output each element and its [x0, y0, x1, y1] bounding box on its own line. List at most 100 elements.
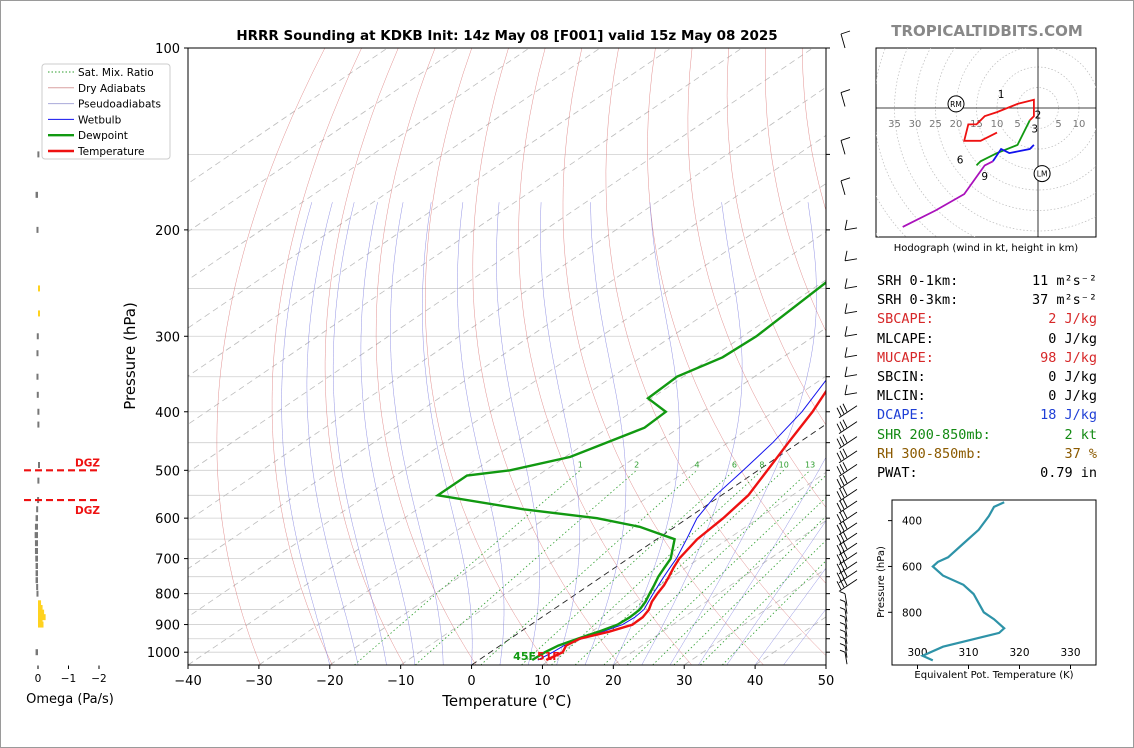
barb-shaft: [840, 92, 846, 107]
barb-flag: [839, 511, 845, 521]
mixing-ratio-line: [551, 470, 763, 665]
barb-flag: [842, 474, 848, 484]
omega-bar: [37, 421, 40, 428]
stat-label: DCAPE:: [877, 407, 926, 424]
mixing-ratio-line: [354, 469, 581, 665]
mixing-ratio-label: 10: [779, 460, 789, 469]
moist-adiabat: [496, 202, 540, 665]
wind-barb: [840, 177, 851, 195]
hodograph-frame: [875, 47, 1097, 238]
moist-adiabat: [754, 567, 826, 665]
theta-e-x-tick-label: 320: [1009, 647, 1029, 659]
hodograph-ring-label: 5: [1014, 119, 1020, 130]
wind-barb: [836, 509, 858, 525]
stat-label: SBCIN:: [877, 369, 926, 385]
wind-barb: [844, 219, 858, 231]
stat-value: 2 kt: [1064, 426, 1097, 443]
barb-flag: [836, 423, 842, 432]
dry-adiabat: [1096, 48, 1134, 665]
barb-flag: [839, 421, 845, 430]
barb-shaft: [844, 631, 848, 644]
stat-value: 0 J/kg: [1048, 388, 1097, 405]
y-axis-label: Pressure (hPa): [121, 302, 139, 410]
barb-flag: [844, 278, 848, 289]
wind-barb: [839, 636, 848, 651]
wind-barb: [844, 384, 858, 396]
x-tick-label: 50: [818, 674, 835, 689]
mixing-ratio-label: 13: [805, 460, 815, 469]
barb-shaft: [838, 522, 858, 536]
dry-adiabat: [216, 48, 326, 665]
chart-title: HRRR Sounding at KDKB Init: 14z May 08 […: [236, 28, 777, 44]
barb-flag: [836, 554, 842, 563]
barb-flag: [842, 577, 848, 586]
barb-shaft: [844, 593, 848, 606]
dry-adiabat: [605, 48, 826, 657]
wind-barb: [839, 591, 848, 606]
storm-motion-label: RM: [950, 100, 962, 109]
dry-adiabat: [271, 48, 362, 665]
y-tick-label: 700: [155, 553, 180, 568]
barb-flag: [839, 522, 845, 532]
barb-flag: [842, 419, 848, 428]
barb-flag: [842, 462, 848, 471]
isotherm-line: [188, 48, 388, 185]
hodograph-caption: Hodograph (wind in kt, height in km): [894, 243, 1079, 254]
barb-flag: [836, 544, 842, 554]
theta-e-y-axis-label: Pressure (hPa): [876, 546, 887, 618]
omega-bar: [36, 226, 39, 233]
barb-shaft: [838, 532, 858, 546]
isotherm-line: [188, 48, 672, 377]
stat-value: 37 %: [1064, 445, 1097, 462]
isotherm-line: [329, 327, 826, 665]
wind-barb: [840, 89, 851, 107]
theta-e-y-tick-label: 600: [902, 561, 922, 573]
wind-barb: [836, 462, 858, 477]
wind-barb: [836, 448, 858, 464]
barb-flag: [844, 347, 848, 358]
omega-bar: [36, 350, 39, 357]
barb-flag: [839, 622, 846, 625]
barb-flag: [836, 438, 842, 447]
moist-adiabat: [669, 202, 817, 665]
legend-label: Sat. Mix. Ratio: [78, 67, 154, 79]
dry-adiabat: [375, 48, 477, 665]
legend-label: Dry Adiabats: [78, 83, 146, 95]
barb-shaft: [844, 645, 848, 658]
y-tick-label: 500: [155, 464, 180, 479]
barb-flag: [840, 89, 851, 93]
mixing-ratio-line: [721, 560, 826, 665]
dgz-label: DGZ: [75, 457, 100, 469]
x-axis-label: Temperature (°C): [441, 692, 571, 710]
barb-flag: [842, 540, 848, 550]
mixing-ratio-line: [673, 515, 826, 665]
stat-row: PWAT: 0.79 in: [877, 465, 1097, 483]
isotherm-line: [188, 134, 826, 570]
dry-adiabat: [764, 48, 826, 332]
wind-barb: [836, 498, 858, 514]
moist-adiabat: [360, 202, 416, 665]
barb-flag: [842, 530, 848, 540]
mixing-ratio-label: 6: [732, 460, 737, 469]
moist-adiabat: [281, 202, 331, 665]
barb-shaft: [838, 405, 858, 419]
omega-bar: [35, 570, 38, 577]
stat-label: MUCAPE:: [877, 349, 934, 366]
wind-barb: [836, 434, 858, 450]
omega-bar: [35, 191, 38, 198]
moist-adiabat: [457, 202, 505, 665]
omega-bar: [35, 515, 38, 522]
storm-motion-marker: [947, 95, 965, 113]
stat-row: MLCAPE: 0 J/kg: [877, 331, 1097, 349]
omega-bar: [35, 649, 38, 656]
barb-flag: [839, 629, 846, 633]
barb-flag: [844, 219, 848, 230]
y-tick-label: 100: [155, 42, 180, 57]
barb-flag: [836, 502, 842, 512]
wind-barb: [839, 629, 848, 644]
omega-bar: [35, 555, 38, 562]
moist-adiabat: [613, 202, 680, 665]
